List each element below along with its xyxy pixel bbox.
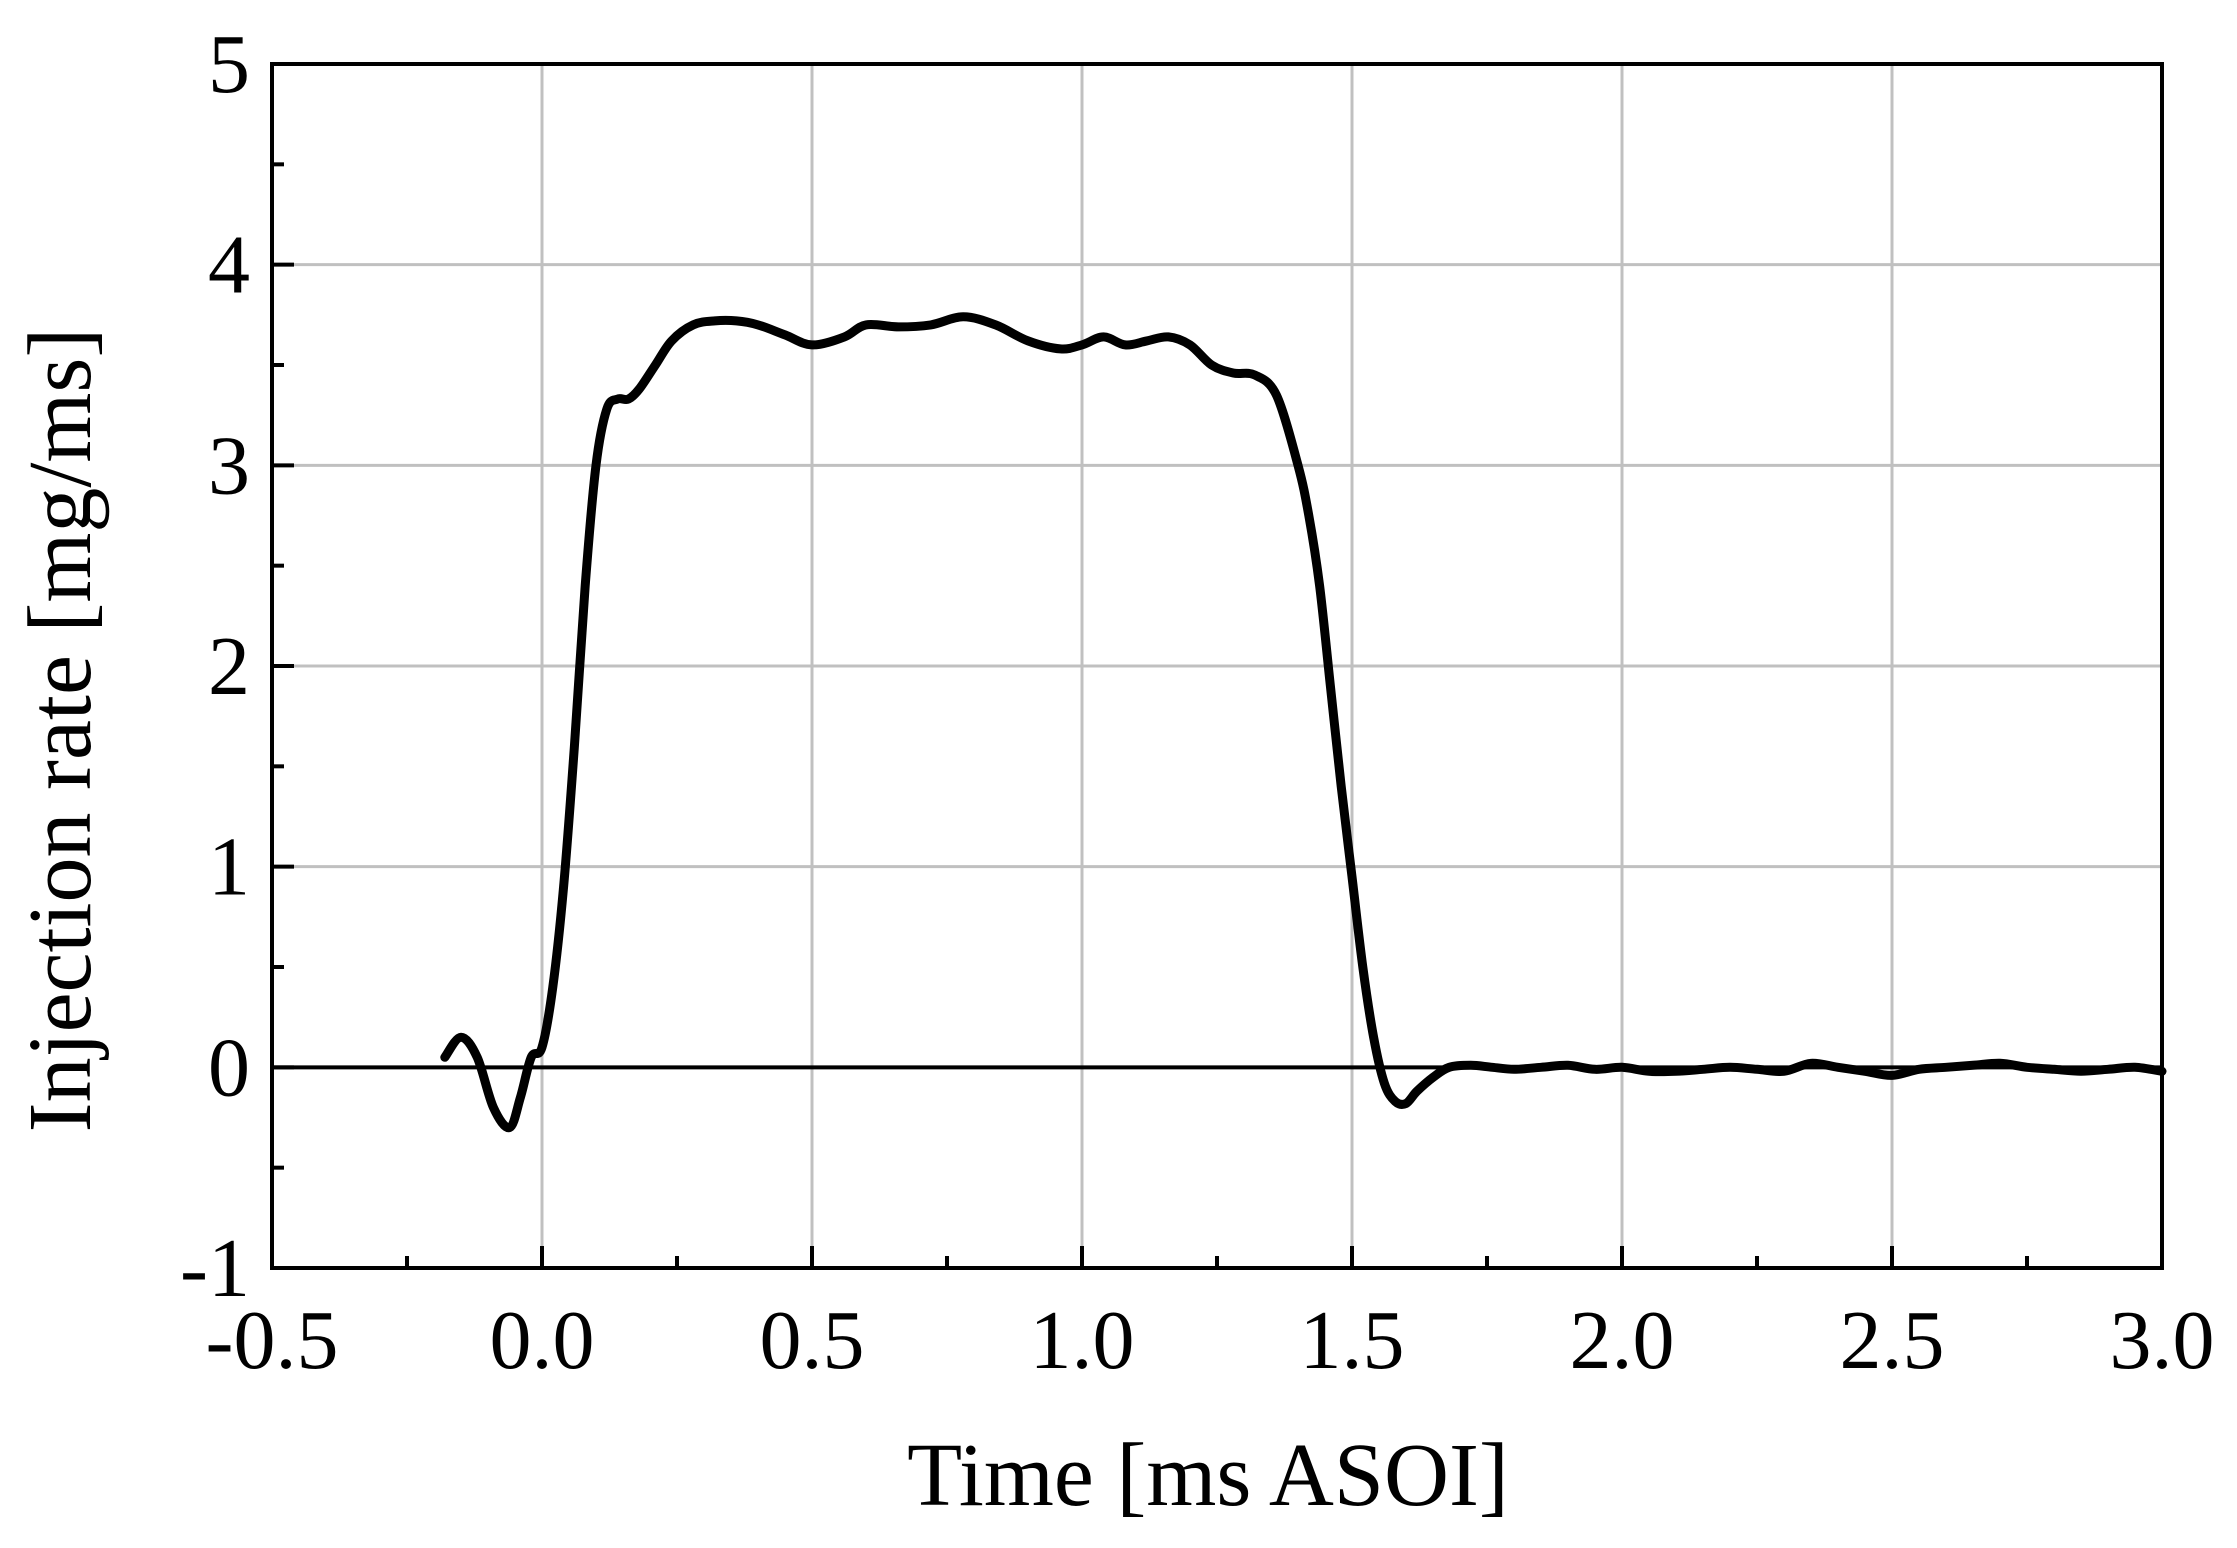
y-tick-label: 1 — [208, 821, 250, 914]
x-tick-label: 1.5 — [1300, 1294, 1405, 1387]
y-tick-label: 2 — [208, 620, 250, 713]
x-tick-label: 1.0 — [1030, 1294, 1135, 1387]
x-tick-label: -0.5 — [206, 1294, 339, 1387]
y-tick-label: -1 — [180, 1222, 250, 1315]
x-tick-label: 0.5 — [760, 1294, 865, 1387]
x-tick-label: 2.0 — [1570, 1294, 1675, 1387]
series-group — [440, 312, 2167, 1133]
injection-rate-series-line — [440, 312, 2167, 1133]
x-axis-label: Time [ms ASOI] — [907, 1426, 1509, 1525]
x-tick-label: 0.0 — [490, 1294, 595, 1387]
y-tick-label: 5 — [208, 18, 250, 111]
x-tick-label: 2.5 — [1840, 1294, 1945, 1387]
x-tick-labels: -0.5 0.0 0.5 1.0 1.5 2.0 2.5 3.0 — [206, 1294, 2215, 1387]
x-tick-label: 3.0 — [2110, 1294, 2215, 1387]
y-tick-label: 0 — [208, 1021, 250, 1114]
gridlines — [272, 64, 2162, 1268]
y-tick-label: 3 — [208, 419, 250, 512]
y-tick-label: 4 — [208, 219, 250, 312]
axis-ticks — [270, 62, 2164, 1270]
y-tick-labels: -1 0 1 2 3 4 5 — [180, 18, 250, 1315]
y-axis-label: Injection rate [mg/ms] — [11, 328, 110, 1133]
